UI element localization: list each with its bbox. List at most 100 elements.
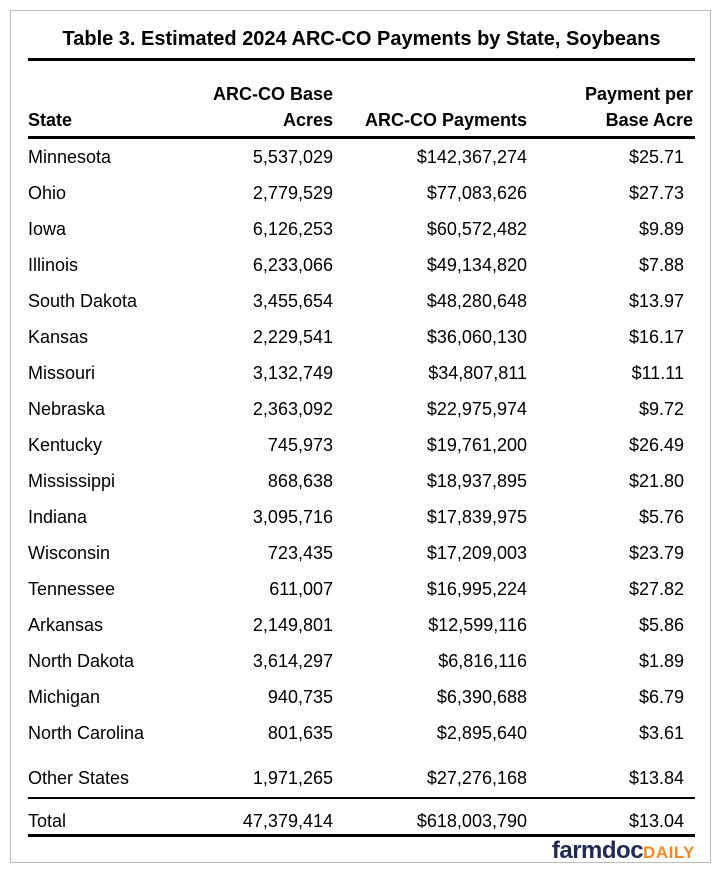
payments-cell: $6,816,116 — [438, 650, 527, 671]
table-row: North Dakota 3,614,297 $6,816,116 $1.89 — [28, 643, 695, 679]
base-acres-cell: 745,973 — [267, 434, 333, 455]
payments-cell: $6,390,688 — [436, 686, 527, 707]
payments-cell: $12,599,116 — [428, 614, 527, 635]
header-per-acre-line2: Base Acre — [605, 110, 693, 130]
table-row: Wisconsin 723,435 $17,209,003 $23.79 — [28, 535, 695, 571]
header-state-label: State — [28, 110, 73, 130]
per-acre-cell: $23.79 — [628, 542, 684, 563]
state-cell: Total — [28, 797, 178, 837]
payments-cell: $142,367,274 — [416, 146, 527, 167]
table-row: North Carolina 801,635 $2,895,640 $3.61 — [28, 715, 695, 751]
payments-cell: $618,003,790 — [333, 797, 527, 837]
base-acres-cell: 3,455,654 — [252, 290, 333, 311]
column-header-state: State — [28, 61, 178, 139]
payments-cell: $16,995,224 — [426, 578, 527, 599]
header-payments-label: ARC-CO Payments — [364, 110, 527, 130]
state-cell: Indiana — [28, 506, 88, 527]
per-acre-cell: $21.80 — [628, 470, 684, 491]
per-acre-cell: $27.73 — [628, 182, 684, 203]
payments-cell: $77,083,626 — [426, 182, 527, 203]
table-row: Michigan 940,735 $6,390,688 $6.79 — [28, 679, 695, 715]
table-content: Table 3. Estimated 2024 ARC-CO Payments … — [11, 11, 695, 865]
state-cell: Arkansas — [28, 614, 104, 635]
base-acres-cell: 6,126,253 — [252, 218, 333, 239]
table-row: Kentucky 745,973 $19,761,200 $26.49 — [28, 427, 695, 463]
table-header: State ARC-CO Base Acres ARC-CO Payments … — [28, 61, 695, 139]
payments-cell: $19,761,200 — [426, 434, 527, 455]
per-acre-cell: $13.97 — [628, 290, 684, 311]
header-per-acre-line1: Payment per — [584, 84, 693, 104]
table-body: Minnesota 5,537,029 $142,367,274 $25.71 Ohio… — [28, 138, 695, 837]
state-cell: Michigan — [28, 686, 101, 707]
per-acre-cell: $13.04 — [527, 797, 695, 837]
table-row: Other States 1,971,265 $27,276,168 $13.84 — [28, 751, 695, 798]
farmdoc-daily-logo: farmdocDAILY — [28, 837, 695, 865]
total-row: Total 47,379,414 $618,003,790 $13.04 — [28, 797, 695, 837]
per-acre-cell: $25.71 — [628, 146, 684, 167]
state-cell: Other States — [28, 768, 130, 788]
logo-farmdoc-text: farmdoc — [551, 837, 644, 864]
per-acre-cell: $11.11 — [631, 362, 684, 383]
base-acres-cell: 3,614,297 — [252, 650, 333, 671]
payments-cell: $36,060,130 — [426, 326, 527, 347]
table-row: Illinois 6,233,066 $49,134,820 $7.88 — [28, 247, 695, 283]
per-acre-cell: $9.72 — [638, 398, 684, 419]
table-row: Ohio 2,779,529 $77,083,626 $27.73 — [28, 175, 695, 211]
table-row: Mississippi 868,638 $18,937,895 $21.80 — [28, 463, 695, 499]
base-acres-cell: 2,229,541 — [252, 326, 333, 347]
per-acre-cell: $26.49 — [628, 434, 684, 455]
state-cell: Illinois — [28, 254, 79, 275]
table-row: Indiana 3,095,716 $17,839,975 $5.76 — [28, 499, 695, 535]
state-cell: North Dakota — [28, 650, 135, 671]
per-acre-cell: $5.76 — [638, 506, 684, 527]
payments-cell: $2,895,640 — [436, 722, 527, 743]
table-row: Iowa 6,126,253 $60,572,482 $9.89 — [28, 211, 695, 247]
per-acre-cell: $7.88 — [638, 254, 684, 275]
payments-table: State ARC-CO Base Acres ARC-CO Payments … — [28, 61, 695, 837]
table-row: Minnesota 5,537,029 $142,367,274 $25.71 — [28, 138, 695, 176]
per-acre-cell: $5.86 — [638, 614, 684, 635]
state-cell: Wisconsin — [28, 542, 111, 563]
base-acres-cell: 5,537,029 — [252, 146, 333, 167]
state-cell: South Dakota — [28, 290, 138, 311]
state-cell: Kentucky — [28, 434, 103, 455]
per-acre-cell: $6.79 — [638, 686, 684, 707]
payments-cell: $27,276,168 — [426, 768, 527, 788]
logo-daily-text: DAILY — [643, 843, 695, 862]
payments-cell: $22,975,974 — [426, 398, 527, 419]
payments-cell: $34,807,811 — [428, 362, 527, 383]
state-cell: Mississippi — [28, 470, 116, 491]
base-acres-cell: 868,638 — [267, 470, 333, 491]
state-cell: Minnesota — [28, 146, 112, 167]
table-row: Missouri 3,132,749 $34,807,811 $11.11 — [28, 355, 695, 391]
payments-cell: $49,134,820 — [426, 254, 527, 275]
header-base-acres-line2: Acres — [282, 110, 333, 130]
base-acres-cell: 801,635 — [267, 722, 333, 743]
per-acre-cell: $1.89 — [638, 650, 684, 671]
table-row: Tennessee 611,007 $16,995,224 $27.82 — [28, 571, 695, 607]
table-row: Nebraska 2,363,092 $22,975,974 $9.72 — [28, 391, 695, 427]
base-acres-cell: 611,007 — [269, 578, 333, 599]
state-cell: Nebraska — [28, 398, 106, 419]
per-acre-cell: $3.61 — [638, 722, 684, 743]
base-acres-cell: 3,132,749 — [252, 362, 333, 383]
base-acres-cell: 940,735 — [267, 686, 333, 707]
column-header-per-acre: Payment per Base Acre — [527, 61, 695, 139]
base-acres-cell: 2,149,801 — [252, 614, 333, 635]
table-row: South Dakota 3,455,654 $48,280,648 $13.97 — [28, 283, 695, 319]
base-acres-cell: 6,233,066 — [252, 254, 333, 275]
state-cell: Missouri — [28, 362, 96, 383]
state-cell: Iowa — [28, 218, 67, 239]
header-row: State ARC-CO Base Acres ARC-CO Payments … — [28, 61, 695, 139]
column-header-base-acres: ARC-CO Base Acres — [178, 61, 333, 139]
base-acres-cell: 47,379,414 — [178, 797, 333, 837]
table-row: Arkansas 2,149,801 $12,599,116 $5.86 — [28, 607, 695, 643]
table-frame: Table 3. Estimated 2024 ARC-CO Payments … — [10, 10, 711, 863]
title-rule — [28, 58, 695, 61]
payments-cell: $18,937,895 — [426, 470, 527, 491]
table-row: Kansas 2,229,541 $36,060,130 $16.17 — [28, 319, 695, 355]
per-acre-cell: $9.89 — [638, 218, 684, 239]
state-cell: Tennessee — [28, 578, 116, 599]
base-acres-cell: 1,971,265 — [252, 768, 333, 788]
